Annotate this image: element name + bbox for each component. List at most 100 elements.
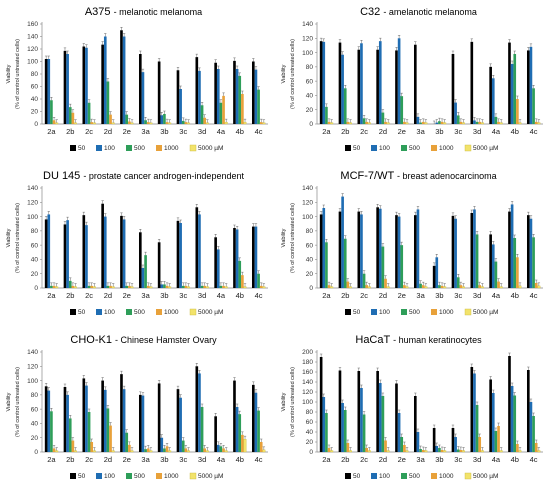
bar-3a-5000 (424, 450, 428, 453)
legend-swatch (371, 145, 377, 151)
bar-2d-5000 (386, 122, 390, 125)
y-tick-label: 80 (31, 392, 39, 399)
bar-2d-100 (103, 36, 107, 124)
x-tick-label: 4c (530, 455, 538, 464)
bar-2b-500 (68, 280, 72, 288)
chart-panel-3: DU 145 - prostate cancer androgen-indepe… (6, 170, 268, 316)
x-tick-label: 2e (123, 291, 131, 300)
bar-2a-50 (44, 386, 48, 452)
legend-label: 500 (134, 145, 145, 152)
legend-label: 5000 µM (198, 473, 223, 480)
bar-2e-100 (122, 219, 126, 288)
bar-2a-5000 (330, 122, 334, 125)
bar-3d-1000 (203, 448, 207, 452)
bar-2e-1000 (403, 285, 406, 288)
y-tick-label: 0 (34, 449, 38, 456)
bar-2c-50 (82, 378, 86, 452)
x-tick-label: 4b (236, 127, 244, 136)
bar-3a-100 (141, 72, 145, 124)
x-tick-label: 2d (104, 127, 112, 136)
bar-3c-5000 (187, 286, 190, 289)
bar-3a-50 (138, 232, 142, 288)
bar-2c-100 (85, 225, 88, 288)
bar-4a-5000 (499, 450, 503, 453)
y-tick-label: 60 (31, 406, 39, 413)
legend-label: 100 (104, 309, 115, 316)
y-tick-label: 100 (27, 59, 38, 66)
bar-3a-5000 (149, 286, 153, 289)
y-tick-label: 140 (302, 185, 313, 192)
chart-title: HaCaT - human keratinocytes (355, 334, 482, 346)
bar-2b-100 (341, 54, 344, 124)
y-axis-label: (% of control untreated cells) (15, 367, 21, 437)
bar-3b-500 (438, 448, 441, 452)
bar-2c-100 (360, 43, 363, 124)
x-tick-label: 4b (236, 291, 244, 300)
chart-title: A375 - melanotic melanoma (85, 6, 202, 18)
bar-4a-5000 (224, 121, 228, 125)
bar-4a-100 (216, 249, 220, 288)
x-tick-label: 3b (435, 127, 443, 136)
x-tick-label: 4c (530, 291, 538, 300)
bar-3b-100 (160, 115, 164, 124)
bar-4c-100 (254, 226, 258, 288)
y-axis-label: Viability (281, 64, 287, 83)
bar-2d-500 (381, 112, 385, 124)
legend-label: 50 (353, 473, 361, 480)
x-tick-label: 3a (141, 127, 150, 136)
bar-4c-100 (254, 392, 258, 452)
bar-3c-100 (179, 223, 182, 288)
legend-swatch (126, 145, 132, 151)
bar-2d-1000 (109, 285, 112, 288)
chart-subtitle: - Chinese Hamster Ovary (115, 335, 217, 345)
bar-2c-1000 (90, 442, 94, 452)
bar-3a-5000 (149, 450, 153, 453)
bar-3c-5000 (462, 122, 465, 125)
x-tick-label: 2a (322, 291, 331, 300)
bar-4c-500 (532, 237, 535, 288)
x-tick-label: 2a (322, 455, 331, 464)
chart-title-main: A375 (85, 6, 114, 18)
bar-4c-5000 (537, 122, 541, 125)
y-tick-label: 0 (309, 285, 313, 292)
bar-4c-5000 (262, 286, 266, 289)
bar-2b-1000 (71, 285, 75, 288)
x-tick-label: 3a (141, 455, 150, 464)
bar-4a-50 (214, 237, 217, 288)
bar-2e-1000 (403, 121, 406, 124)
bar-2b-1000 (346, 443, 350, 452)
bar-4b-50 (233, 228, 236, 288)
bar-4c-50 (251, 61, 255, 124)
y-tick-label: 160 (27, 21, 38, 28)
bar-3b-100 (160, 437, 164, 452)
bar-4b-5000 (243, 438, 247, 453)
legend-swatch (431, 473, 437, 479)
x-tick-label: 4a (217, 127, 226, 136)
legend-label: 100 (379, 145, 390, 152)
legend-label: 1000 (164, 309, 179, 316)
bar-2a-500 (325, 413, 328, 452)
x-tick-label: 2d (104, 455, 112, 464)
bar-2b-100 (66, 394, 69, 452)
bar-4b-50 (508, 356, 511, 452)
bar-4b-1000 (516, 257, 519, 288)
bar-3d-500 (200, 407, 204, 452)
bar-3d-50 (470, 41, 474, 124)
x-tick-label: 2e (398, 291, 406, 300)
y-tick-label: 120 (27, 363, 38, 370)
y-axis-label: Viability (6, 228, 12, 247)
chart-subtitle: - prostate cancer androgen-independent (83, 171, 244, 181)
bar-2a-500 (50, 411, 53, 452)
bar-3b-100 (435, 257, 439, 288)
bar-3d-1000 (203, 117, 207, 124)
legend-label: 5000 µM (473, 309, 498, 316)
bar-2a-100 (322, 397, 326, 452)
bar-4c-500 (257, 273, 260, 288)
x-tick-label: 2c (85, 127, 93, 136)
x-tick-label: 4a (492, 291, 501, 300)
bar-2a-1000 (52, 448, 56, 452)
bar-2d-500 (106, 408, 110, 452)
legend-label: 1000 (439, 145, 454, 152)
x-tick-label: 2b (66, 455, 74, 464)
